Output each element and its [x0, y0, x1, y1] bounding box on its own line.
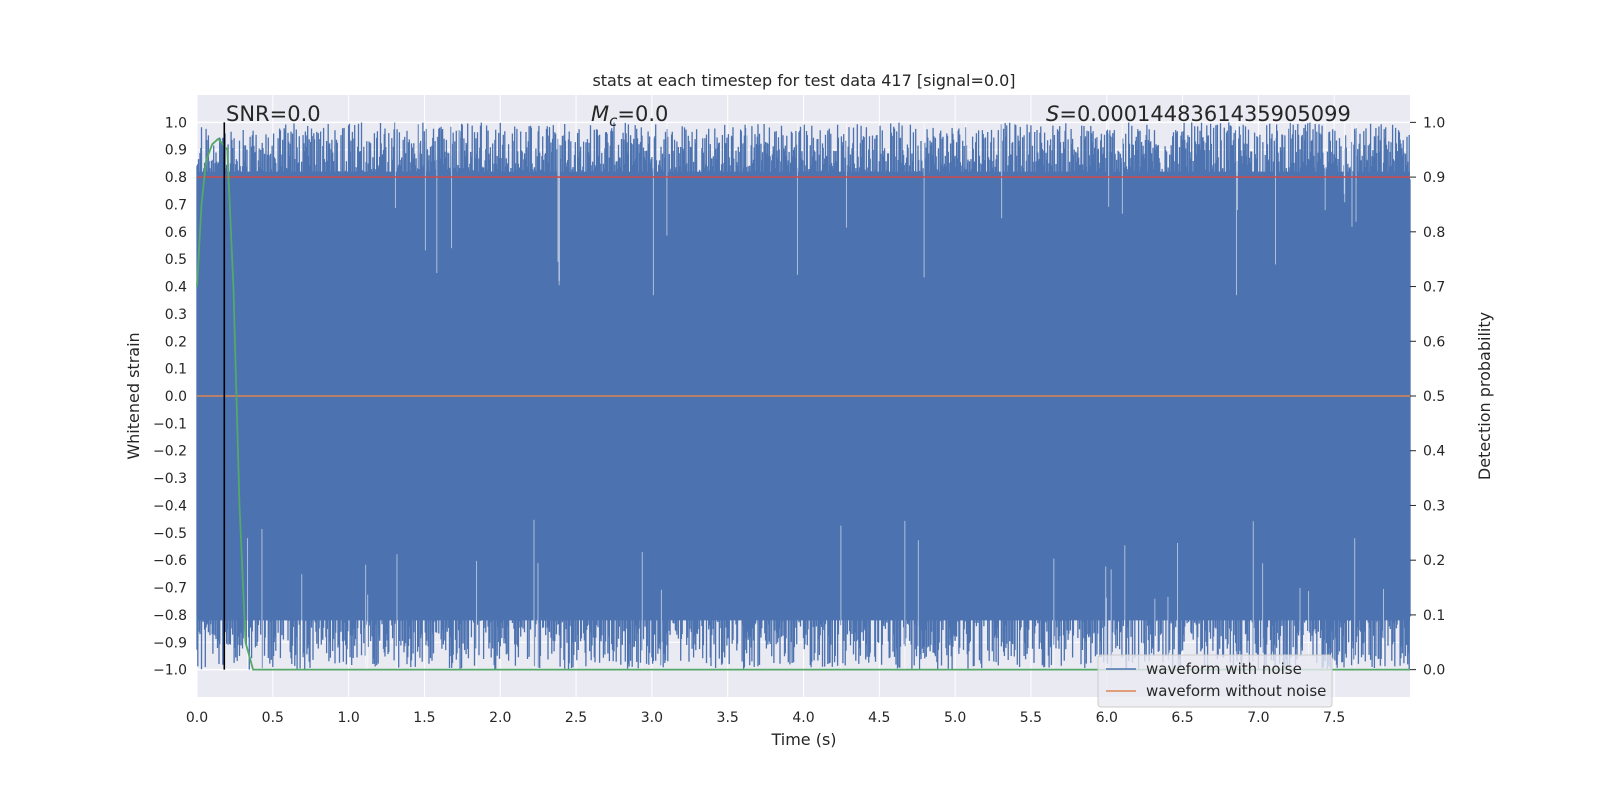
snr-annotation: SNR=0.0: [226, 102, 321, 126]
y-tick-label-left: −0.3: [153, 471, 187, 487]
y-tick-label-right: 0.6: [1423, 334, 1445, 350]
y-tick-label-left: 0.5: [165, 252, 187, 268]
chirp-mass-subscript: c: [609, 112, 618, 130]
probability-curve: [196, 137, 1410, 671]
x-tick-label: 7.5: [1323, 710, 1345, 726]
y-tick-label-left: −0.8: [153, 608, 187, 624]
s-statistic-value: =0.0001448361435905099: [1059, 102, 1351, 126]
legend-label-clean: waveform without noise: [1146, 682, 1326, 700]
legend-label-noise: waveform with noise: [1146, 660, 1302, 678]
x-tick-label: 3.0: [641, 710, 663, 726]
y-tick-label-left: −1.0: [153, 663, 187, 679]
x-tick-label: 1.0: [337, 710, 359, 726]
y-tick-label-left: 1.0: [165, 115, 187, 131]
ticks: 0.0 0.5 1.0 1.5 2.0 2.5 3.0 3.5 4.0 4.5 5.0 5.5 6.0 6…: [153, 115, 1445, 726]
x-tick-label: 0.0: [186, 710, 208, 726]
y-tick-label-right: 0.1: [1423, 608, 1445, 624]
y-tick-label-left: −0.2: [153, 444, 187, 460]
y-tick-label-left: −0.4: [153, 498, 187, 514]
x-tick-label: 7.0: [1247, 710, 1269, 726]
y-tick-label-right: 0.4: [1423, 444, 1445, 460]
x-axis-label: Time (s): [770, 730, 836, 749]
y-tick-label-right: 0.5: [1423, 389, 1445, 405]
y-tick-label-left: 0.6: [165, 225, 187, 241]
y-axis-label-right: Detection probability: [1475, 312, 1494, 480]
y-tick-label-left: −0.7: [153, 581, 187, 597]
series-detection-probability: [196, 137, 1410, 671]
y-tick-label-left: −0.5: [153, 526, 187, 542]
x-tick-label: 0.5: [262, 710, 284, 726]
x-tick-label: 2.5: [565, 710, 587, 726]
y-tick-label-left: −0.6: [153, 553, 187, 569]
y-tick-label-left: 0.0: [165, 389, 187, 405]
x-tick-label: 2.0: [489, 710, 511, 726]
legend: waveform with noise waveform without noi…: [1097, 654, 1333, 708]
noise-trace: [196, 122, 1411, 670]
y-tick-label-left: 0.2: [165, 334, 187, 350]
chart-title: stats at each timestep for test data 417…: [592, 71, 1015, 90]
x-tick-label: 5.5: [1020, 710, 1042, 726]
x-tick-label: 6.0: [1096, 710, 1118, 726]
y-axis-label-left: Whitened strain: [124, 332, 143, 459]
y-tick-label-left: 0.3: [165, 307, 187, 323]
y-tick-label-left: 0.4: [165, 280, 187, 296]
y-tick-label-left: 0.9: [165, 143, 187, 159]
y-tick-label-left: 0.8: [165, 170, 187, 186]
y-tick-label-right: 0.9: [1423, 170, 1445, 186]
y-tick-label-left: −0.1: [153, 416, 187, 432]
s-statistic-symbol: S: [1046, 102, 1059, 126]
x-tick-label: 5.0: [944, 710, 966, 726]
y-tick-label-right: 0.3: [1423, 498, 1445, 514]
x-tick-label: 1.5: [413, 710, 435, 726]
legend-box: [1097, 654, 1333, 708]
chirp-mass-value: =0.0: [617, 102, 668, 126]
y-tick-label-right: 0.7: [1423, 280, 1445, 296]
y-tick-label-left: −0.9: [153, 635, 187, 651]
y-tick-label-right: 0.0: [1423, 663, 1445, 679]
chirp-mass-symbol: M: [591, 102, 609, 126]
x-tick-label: 3.5: [717, 710, 739, 726]
y-tick-label-right: 0.8: [1423, 225, 1445, 241]
x-tick-label: 4.0: [792, 710, 814, 726]
y-tick-label-left: 0.7: [165, 197, 187, 213]
y-tick-label-right: 1.0: [1423, 115, 1445, 131]
chirp-mass-annotation: Mc=0.0: [591, 102, 668, 130]
x-tick-label: 6.5: [1171, 710, 1193, 726]
y-tick-label-right: 0.2: [1423, 553, 1445, 569]
x-tick-label: 4.5: [868, 710, 890, 726]
s-statistic-annotation: S=0.0001448361435905099: [1046, 102, 1351, 126]
y-tick-label-left: 0.1: [165, 362, 187, 378]
